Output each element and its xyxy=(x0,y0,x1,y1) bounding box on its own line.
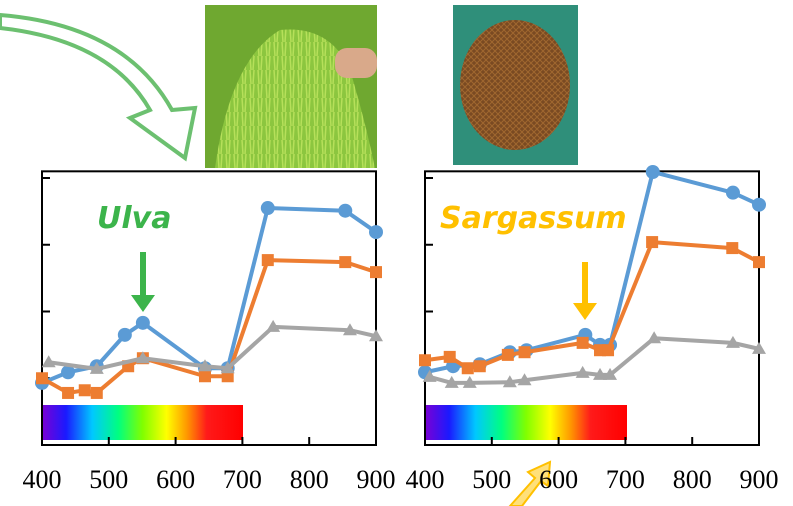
annotation: Ulva xyxy=(97,201,171,236)
point xyxy=(519,346,531,358)
point xyxy=(370,266,382,278)
point xyxy=(62,387,74,399)
point xyxy=(753,256,765,268)
x-tick-label: 900 xyxy=(740,465,779,494)
x-tick-label: 500 xyxy=(472,465,511,494)
point xyxy=(262,254,274,266)
point xyxy=(136,316,150,330)
x-tick-label: 400 xyxy=(406,465,445,494)
spectrum-bar xyxy=(425,405,627,440)
point xyxy=(577,337,589,349)
x-tick-label: 700 xyxy=(223,465,262,494)
x-tick-label: 800 xyxy=(673,465,712,494)
point xyxy=(199,370,211,382)
spectrum-bar xyxy=(42,405,243,440)
x-tick-label: 700 xyxy=(606,465,645,494)
point xyxy=(602,344,614,356)
point xyxy=(261,201,275,215)
point xyxy=(36,372,48,384)
x-tick-label: 500 xyxy=(89,465,128,494)
x-tick-label: 900 xyxy=(357,465,396,494)
figure: 400 500 600 700 800 900 Ulva 400 500 600 700 800 900… xyxy=(0,0,793,506)
x-tick-label: 800 xyxy=(290,465,329,494)
ulva-photo xyxy=(205,5,377,168)
x-tick-label: 400 xyxy=(23,465,62,494)
pointer-arrow xyxy=(131,252,155,312)
point xyxy=(646,165,660,179)
point xyxy=(339,256,351,268)
annotation: Sargassum xyxy=(440,201,627,236)
plot-frame xyxy=(42,171,376,445)
point xyxy=(419,354,431,366)
point xyxy=(338,204,352,218)
point xyxy=(118,328,132,342)
point xyxy=(646,236,658,248)
pointer-arrow xyxy=(573,262,597,320)
series-line xyxy=(42,208,376,383)
sargassum-photo xyxy=(453,5,578,165)
point xyxy=(752,198,766,212)
x-tick-label: 600 xyxy=(156,465,195,494)
point xyxy=(369,225,383,239)
point xyxy=(502,349,514,361)
point xyxy=(444,351,456,363)
point xyxy=(726,186,740,200)
point xyxy=(79,384,91,396)
point xyxy=(474,360,486,372)
point xyxy=(91,387,103,399)
decor-arrow xyxy=(0,15,195,158)
point xyxy=(726,242,738,254)
point xyxy=(462,362,474,374)
x-tick-label: 600 xyxy=(539,465,578,494)
